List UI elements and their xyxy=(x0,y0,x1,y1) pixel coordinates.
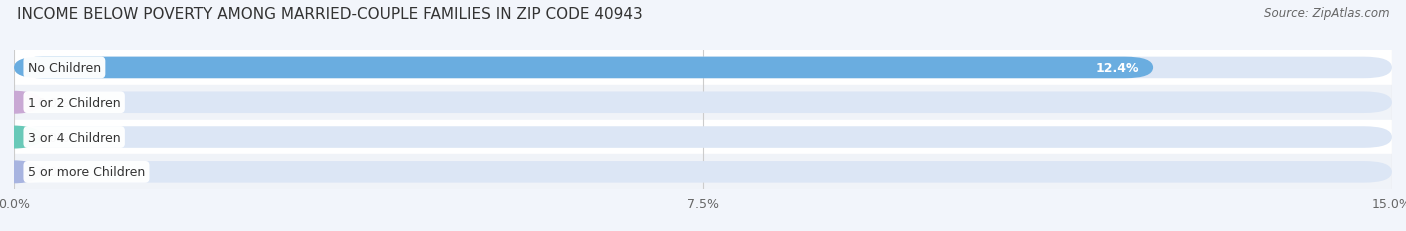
Text: 0.0%: 0.0% xyxy=(37,166,69,179)
Bar xyxy=(14,120,1392,155)
Text: 1 or 2 Children: 1 or 2 Children xyxy=(28,96,121,109)
FancyBboxPatch shape xyxy=(14,58,1392,79)
Text: Source: ZipAtlas.com: Source: ZipAtlas.com xyxy=(1264,7,1389,20)
Text: INCOME BELOW POVERTY AMONG MARRIED-COUPLE FAMILIES IN ZIP CODE 40943: INCOME BELOW POVERTY AMONG MARRIED-COUPL… xyxy=(17,7,643,22)
FancyBboxPatch shape xyxy=(14,92,1392,113)
Bar xyxy=(14,85,1392,120)
FancyBboxPatch shape xyxy=(14,161,1392,183)
Bar xyxy=(14,51,1392,85)
Text: 0.0%: 0.0% xyxy=(37,96,69,109)
Text: No Children: No Children xyxy=(28,62,101,75)
Text: 12.4%: 12.4% xyxy=(1095,62,1139,75)
Text: 0.0%: 0.0% xyxy=(37,131,69,144)
Circle shape xyxy=(0,92,42,113)
Circle shape xyxy=(0,127,42,148)
FancyBboxPatch shape xyxy=(14,58,1153,79)
Bar xyxy=(14,155,1392,189)
Text: 5 or more Children: 5 or more Children xyxy=(28,166,145,179)
Text: 3 or 4 Children: 3 or 4 Children xyxy=(28,131,121,144)
FancyBboxPatch shape xyxy=(14,127,1392,148)
Circle shape xyxy=(0,161,42,183)
